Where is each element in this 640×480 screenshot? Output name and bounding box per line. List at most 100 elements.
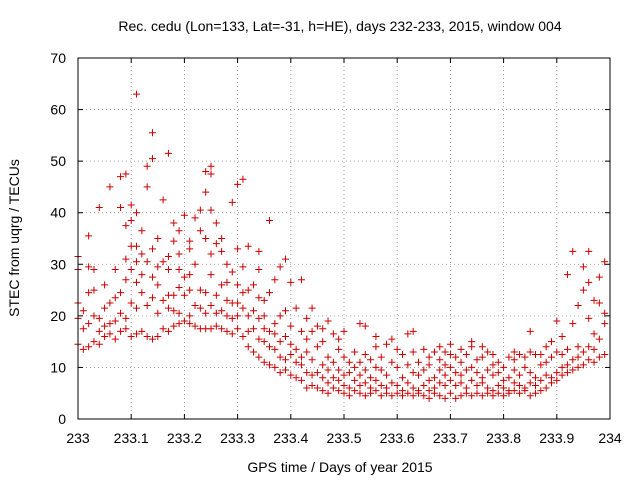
data-point [526, 348, 534, 356]
data-point [351, 348, 359, 356]
data-point [313, 384, 321, 392]
data-point [250, 281, 258, 289]
data-point [276, 369, 284, 377]
data-point [345, 392, 353, 400]
data-point [133, 242, 141, 250]
data-point [90, 312, 98, 320]
data-point [436, 392, 444, 400]
x-tick-label: 233.8 [486, 430, 521, 446]
data-point [340, 327, 348, 335]
data-point [409, 327, 417, 335]
data-point [324, 366, 332, 374]
data-point [510, 348, 518, 356]
data-point [90, 286, 98, 294]
data-point [148, 129, 156, 137]
data-point [468, 363, 476, 371]
data-point [250, 307, 258, 315]
data-point [351, 363, 359, 371]
data-point [414, 387, 422, 395]
data-point [85, 232, 93, 240]
data-point [196, 286, 204, 294]
data-point [351, 387, 359, 395]
data-point [234, 325, 242, 333]
data-point [212, 322, 220, 330]
data-point [260, 358, 268, 366]
data-point [345, 384, 353, 392]
data-point [276, 338, 284, 346]
data-point [558, 332, 566, 340]
data-point [420, 345, 428, 353]
data-point [250, 348, 258, 356]
data-point [106, 183, 114, 191]
data-point [143, 183, 151, 191]
data-point [579, 263, 587, 271]
data-point [319, 374, 327, 382]
data-point [361, 379, 369, 387]
data-point [372, 376, 380, 384]
data-point [239, 263, 247, 271]
data-point [457, 358, 465, 366]
data-point [111, 294, 119, 302]
data-point [228, 268, 236, 276]
data-point [164, 265, 172, 273]
data-point [367, 384, 375, 392]
data-point [234, 299, 242, 307]
data-point [361, 392, 369, 400]
data-point [297, 361, 305, 369]
data-point [212, 309, 220, 317]
x-tick-label: 233 [66, 430, 90, 446]
data-point [516, 389, 524, 397]
data-point [510, 379, 518, 387]
data-point [106, 299, 114, 307]
y-tick-label: 30 [50, 256, 66, 272]
data-point [202, 167, 210, 175]
data-point [526, 369, 534, 377]
data-point [234, 245, 242, 253]
data-point [335, 335, 343, 343]
data-point [255, 335, 263, 343]
data-point [260, 325, 268, 333]
data-point [255, 294, 263, 302]
data-point [590, 330, 598, 338]
data-point [244, 242, 252, 250]
data-point [281, 255, 289, 263]
data-point [484, 384, 492, 392]
data-point [308, 356, 316, 364]
data-point [329, 374, 337, 382]
data-point [133, 209, 141, 217]
data-point [430, 374, 438, 382]
data-point [133, 330, 141, 338]
data-point [399, 374, 407, 382]
data-point [292, 358, 300, 366]
data-point [303, 384, 311, 392]
data-point [558, 351, 566, 359]
data-point [420, 381, 428, 389]
data-point [180, 317, 188, 325]
data-point [404, 330, 412, 338]
data-point [260, 338, 268, 346]
data-point [595, 273, 603, 281]
data-point [393, 381, 401, 389]
data-point [122, 255, 130, 263]
data-point [409, 348, 417, 356]
data-point [133, 90, 141, 98]
data-point [537, 376, 545, 384]
data-point [292, 374, 300, 382]
data-point [319, 338, 327, 346]
data-point [218, 307, 226, 315]
data-point [196, 227, 204, 235]
data-point [313, 343, 321, 351]
data-point [196, 304, 204, 312]
data-point [154, 263, 162, 271]
data-point [297, 327, 305, 335]
data-point [180, 273, 188, 281]
data-point [111, 335, 119, 343]
data-point [356, 358, 364, 366]
data-point [111, 265, 119, 273]
data-point [175, 265, 183, 273]
data-point [148, 294, 156, 302]
data-point [420, 366, 428, 374]
data-point [143, 258, 151, 266]
data-point [420, 392, 428, 400]
data-point [361, 366, 369, 374]
